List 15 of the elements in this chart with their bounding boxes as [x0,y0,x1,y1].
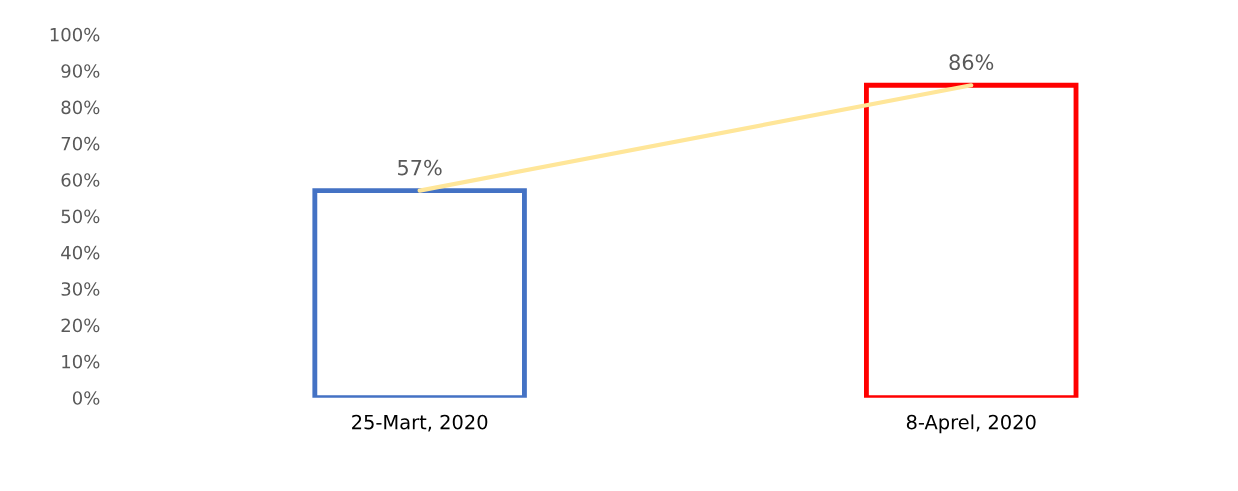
y-tick-label: 10% [62,354,100,369]
y-tick-label: 20% [61,318,100,333]
y-tick-label: 80% [61,100,100,115]
x-tick-label: 25-Mart, 2020 [352,414,488,432]
y-tick-label: 0% [72,391,100,405]
y-tick-label: 60% [61,173,100,187]
y-tick-label: 100% [50,27,100,42]
data-label: 86% [949,54,994,71]
data-label: 57% [398,159,442,176]
y-tick-label: 30% [61,282,100,296]
y-tick-label: 40% [61,245,100,260]
x-tick-label: 8-Aprel, 2020 [906,414,1036,434]
y-tick-label: 70% [61,136,100,151]
y-tick-label: 50% [61,209,100,224]
y-tick-label: 90% [61,64,100,78]
